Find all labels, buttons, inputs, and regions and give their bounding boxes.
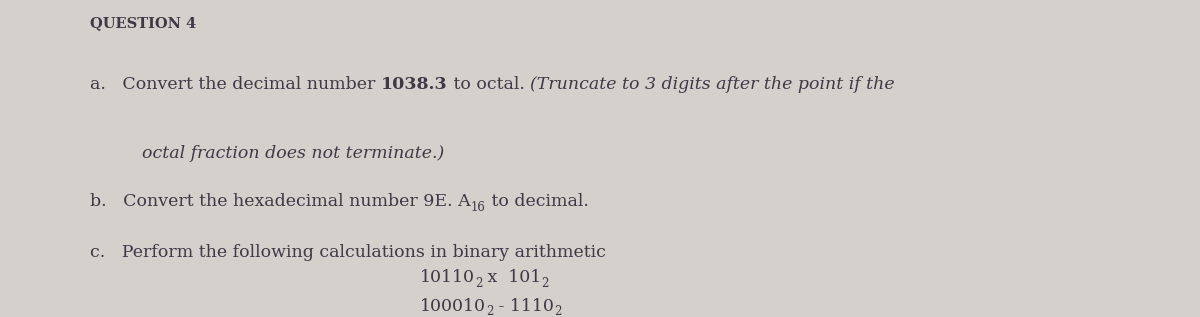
Text: - 1110: - 1110 — [493, 298, 554, 315]
Text: 2: 2 — [475, 277, 482, 290]
Text: (Truncate to 3 digits after the point if the: (Truncate to 3 digits after the point if… — [530, 76, 894, 93]
Text: QUESTION 4: QUESTION 4 — [90, 16, 197, 30]
Text: b.   Convert the hexadecimal number 9E. A: b. Convert the hexadecimal number 9E. A — [90, 193, 470, 210]
Text: 1038.3: 1038.3 — [380, 76, 448, 93]
Text: 2: 2 — [541, 277, 550, 290]
Text: to octal.: to octal. — [448, 76, 530, 93]
Text: to decimal.: to decimal. — [486, 193, 588, 210]
Text: 2: 2 — [554, 305, 562, 317]
Text: c.   Perform the following calculations in binary arithmetic: c. Perform the following calculations in… — [90, 244, 606, 261]
Text: 100010: 100010 — [420, 298, 486, 315]
Text: 2: 2 — [486, 305, 493, 317]
Text: x  101: x 101 — [482, 269, 541, 286]
Text: a.   Convert the decimal number: a. Convert the decimal number — [90, 76, 380, 93]
Text: 16: 16 — [470, 201, 486, 214]
Text: 10110: 10110 — [420, 269, 475, 286]
Text: octal fraction does not terminate.): octal fraction does not terminate.) — [142, 146, 444, 163]
